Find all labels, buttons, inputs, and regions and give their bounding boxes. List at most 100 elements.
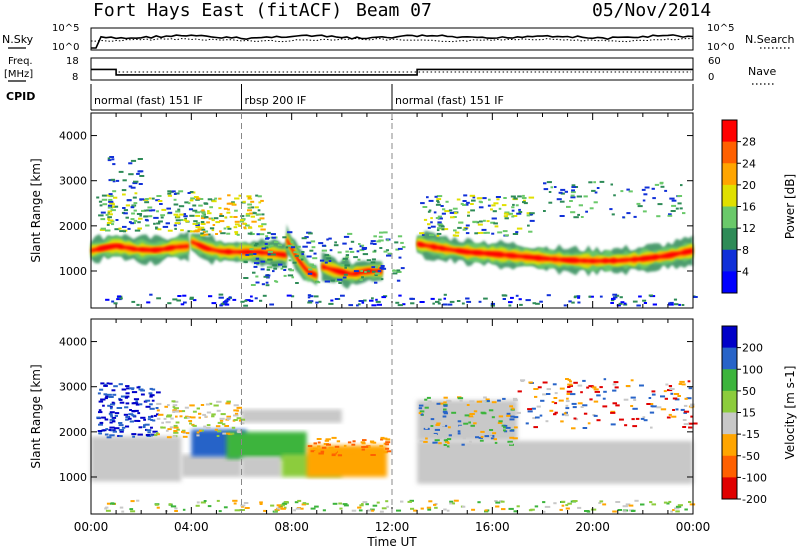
power-echo — [138, 183, 143, 185]
velocity-echo — [596, 394, 601, 397]
velocity-echo — [100, 398, 106, 401]
velocity-echo — [449, 445, 453, 448]
velocity-echo — [225, 402, 231, 405]
power-echo — [122, 193, 126, 196]
power-band-3-layer-4 — [321, 263, 382, 276]
power-echo — [149, 293, 153, 296]
velocity-echo — [134, 402, 139, 405]
power-echo — [112, 180, 116, 183]
power-echo — [189, 199, 194, 202]
power-echo — [108, 193, 113, 196]
velocity-echo — [683, 411, 687, 414]
velocity-colorbar-label: 50 — [742, 385, 756, 398]
velocity-echo — [612, 402, 618, 405]
power-echo — [111, 223, 115, 226]
velocity-echo — [648, 397, 652, 399]
velocity-echo — [328, 446, 334, 449]
velocity-echo — [156, 417, 161, 420]
power-echo — [109, 202, 115, 205]
power-echo — [680, 184, 683, 187]
velocity-echo — [119, 401, 125, 404]
velocity-echo — [342, 503, 348, 506]
velocity-echo — [167, 404, 170, 407]
velocity-echo — [516, 411, 521, 414]
velocity-echo — [453, 499, 459, 502]
power-echo — [243, 304, 249, 307]
velocity-echo — [546, 388, 552, 391]
power-echo — [573, 216, 579, 219]
velocity-echo — [372, 504, 378, 507]
velocity-echo — [99, 421, 104, 424]
power-echo — [503, 215, 508, 218]
velocity-echo — [469, 400, 475, 403]
velocity-echo — [317, 445, 321, 448]
velocity-echo — [531, 407, 536, 410]
power-echo — [193, 196, 199, 198]
velocity-colorbar-label: 200 — [742, 342, 763, 355]
velocity-echo — [223, 506, 228, 509]
cpid-label: CPID — [6, 90, 35, 103]
noise-left-tick-top: 10^5 — [52, 23, 79, 34]
power-echo — [487, 204, 491, 207]
velocity-echo — [294, 501, 299, 504]
power-echo — [267, 258, 273, 261]
power-echo — [265, 284, 270, 287]
velocity-echo — [133, 398, 140, 401]
velocity-echo — [100, 382, 105, 385]
power-echo — [435, 300, 440, 303]
velocity-echo — [614, 386, 619, 389]
velocity-colorbar-label: -200 — [742, 493, 767, 506]
velocity-echo — [140, 393, 145, 396]
velocity-echo — [317, 441, 321, 444]
velocity-echo — [173, 431, 179, 434]
power-echo — [373, 235, 377, 238]
power-echo — [173, 198, 177, 201]
velocity-echo — [282, 502, 287, 505]
power-echo — [502, 298, 506, 300]
freq-left-tick-bottom: 8 — [72, 72, 78, 83]
power-echo — [206, 233, 211, 236]
power-echo — [193, 220, 198, 223]
noise-panel-frame — [90, 27, 694, 51]
velocity-echo — [567, 502, 572, 505]
velocity-echo — [425, 437, 428, 440]
power-echo — [503, 212, 509, 215]
velocity-echo — [295, 507, 301, 510]
power-echo — [576, 295, 581, 298]
velocity-echo — [189, 422, 192, 425]
power-echo — [287, 274, 294, 277]
power-echo — [577, 213, 580, 216]
velocity-echo — [105, 428, 109, 431]
power-echo — [334, 241, 337, 244]
velocity-echo — [423, 440, 428, 443]
power-echo — [143, 215, 147, 218]
velocity-echo — [321, 446, 327, 449]
velocity-echo — [537, 386, 542, 389]
velocity-echo — [603, 378, 607, 381]
velocity-echo — [628, 504, 634, 507]
power-echo — [360, 270, 364, 273]
power-echo — [522, 201, 526, 204]
power-echo — [350, 240, 355, 243]
power-echo — [528, 196, 535, 199]
velocity-echo — [149, 394, 155, 397]
velocity-echo — [358, 509, 363, 512]
velocity-echo — [497, 399, 501, 402]
power-echo — [128, 162, 133, 165]
velocity-echo — [577, 506, 582, 509]
velocity-echo — [686, 397, 692, 400]
velocity-echo — [542, 501, 546, 504]
velocity-echo — [551, 401, 555, 403]
power-echo — [311, 246, 316, 249]
velocity-echo — [625, 385, 631, 387]
velocity-echo — [517, 390, 522, 393]
velocity-echo — [351, 509, 357, 512]
velocity-echo — [433, 503, 437, 506]
power-echo — [239, 220, 244, 223]
cpid-bar: CPID normal (fast) 151 IF rbsp 200 IF norm… — [6, 84, 694, 111]
power-echo — [153, 222, 156, 225]
power-echo — [664, 189, 668, 192]
power-echo — [472, 196, 476, 199]
velocity-echo — [467, 443, 471, 446]
power-echo — [105, 213, 109, 216]
